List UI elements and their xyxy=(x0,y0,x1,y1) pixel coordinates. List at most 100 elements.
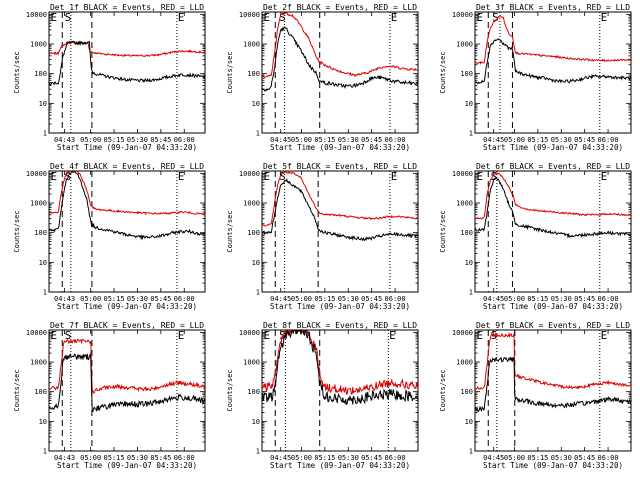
y-tick-label: 10000 xyxy=(239,170,260,178)
series-black-line xyxy=(262,177,418,242)
event-annotation: S xyxy=(279,11,286,24)
series-black-line xyxy=(475,356,631,413)
x-tick-label: 06:00 xyxy=(174,295,195,303)
y-tick-label: 100 xyxy=(34,70,47,78)
x-tick-label: 05:15 xyxy=(527,295,548,303)
chart-title: Det 5f BLACK = Events, RED = LLD xyxy=(263,162,417,171)
x-axis-label: Start Time (09-Jan-07 04:33:20) xyxy=(483,143,623,152)
chart-title: Det 1f BLACK = Events, RED = LLD xyxy=(50,3,204,12)
y-tick-label: 1 xyxy=(469,448,473,456)
y-axis-label: Counts/sec xyxy=(226,369,234,411)
marker-lines xyxy=(61,12,178,133)
x-tick-label: 06:00 xyxy=(385,454,406,462)
series-group xyxy=(49,40,205,86)
y-tick-label: 10 xyxy=(39,100,47,108)
chart-panel-9: Det 9f BLACK = Events, RED = LLD 1 10 100 10… xyxy=(439,321,632,470)
x-tick-label: 04:43 xyxy=(54,454,75,462)
x-tick-label: 05:30 xyxy=(551,295,572,303)
y-tick-label: 1000 xyxy=(456,200,473,208)
y-tick-label: 10 xyxy=(465,100,473,108)
event-annotation: E xyxy=(178,170,185,183)
x-tick-label: 05:30 xyxy=(551,454,572,462)
x-tick-label: 05:00 xyxy=(504,454,525,462)
x-tick-label: 05:00 xyxy=(80,454,101,462)
series-group xyxy=(475,172,631,239)
event-annotation: E xyxy=(264,329,271,342)
event-annotation: S xyxy=(65,329,72,342)
marker-lines xyxy=(487,330,601,451)
x-tick-label: 05:15 xyxy=(104,136,125,144)
y-tick-label: 100 xyxy=(247,70,260,78)
event-annotation: E xyxy=(477,170,484,183)
marker-lines xyxy=(61,330,178,451)
y-tick-label: 10000 xyxy=(26,170,47,178)
x-tick-label: 06:00 xyxy=(174,454,195,462)
x-tick-label: 05:00 xyxy=(291,136,312,144)
y-tick-label: 1 xyxy=(469,289,473,297)
event-annotation: E xyxy=(178,329,185,342)
chart-title: Det 9f BLACK = Events, RED = LLD xyxy=(476,321,630,330)
y-tick-label: 1 xyxy=(256,289,260,297)
event-annotation: S xyxy=(279,170,286,183)
chart-panel-7: Det 7f BLACK = Events, RED = LLD 1 10 100 10… xyxy=(13,321,206,470)
chart-panel-2: Det 2f BLACK = Events, RED = LLD 1 10 100 10… xyxy=(226,3,419,152)
x-tick-label: 05:00 xyxy=(80,295,101,303)
x-tick-label: 04:45 xyxy=(483,454,504,462)
x-tick-label: 05:15 xyxy=(527,136,548,144)
event-annotation: E xyxy=(477,11,484,24)
x-tick-label: 05:45 xyxy=(574,454,595,462)
series-black-line xyxy=(49,40,205,86)
y-axis-label: Counts/sec xyxy=(13,210,21,252)
y-axis-label: Counts/sec xyxy=(439,369,447,411)
x-tick-label: 05:00 xyxy=(504,295,525,303)
y-tick-label: 1000 xyxy=(243,200,260,208)
y-tick-label: 10000 xyxy=(26,11,47,19)
series-group xyxy=(49,338,205,413)
y-tick-label: 1000 xyxy=(30,359,47,367)
x-tick-label: 05:15 xyxy=(314,295,335,303)
y-tick-label: 100 xyxy=(460,70,473,78)
event-annotation: E xyxy=(178,11,185,24)
event-annotation: E xyxy=(51,11,58,24)
x-tick-label: 05:00 xyxy=(291,295,312,303)
x-axis-label: Start Time (09-Jan-07 04:33:20) xyxy=(483,461,623,470)
x-tick-label: 05:30 xyxy=(551,136,572,144)
marker-lines xyxy=(61,171,178,292)
y-axis-label: Counts/sec xyxy=(13,369,21,411)
marker-lines xyxy=(274,12,391,133)
y-axis-label: Counts/sec xyxy=(13,51,21,93)
x-tick-label: 06:00 xyxy=(174,136,195,144)
y-tick-label: 1000 xyxy=(30,41,47,49)
plot-frame xyxy=(261,329,419,452)
event-annotation: E xyxy=(601,11,608,24)
event-annotation: S xyxy=(279,329,286,342)
y-tick-label: 10 xyxy=(39,259,47,267)
y-tick-label: 10000 xyxy=(452,329,473,337)
event-annotation: E xyxy=(601,170,608,183)
y-tick-label: 10000 xyxy=(239,11,260,19)
series-black-line xyxy=(475,38,631,85)
event-annotation: E xyxy=(51,329,58,342)
x-tick-label: 05:45 xyxy=(574,295,595,303)
marker-lines xyxy=(487,171,601,292)
x-tick-label: 04:43 xyxy=(54,295,75,303)
series-red-line xyxy=(475,172,631,220)
x-tick-label: 04:45 xyxy=(270,136,291,144)
chart-panel-8: Det 8f BLACK = Events, RED = LLD 1 10 100 10… xyxy=(226,321,419,470)
event-annotation: E xyxy=(264,170,271,183)
series-group xyxy=(49,171,205,241)
series-group xyxy=(262,330,418,405)
x-tick-label: 06:00 xyxy=(385,136,406,144)
event-annotation: S xyxy=(65,11,72,24)
x-tick-label: 06:00 xyxy=(385,295,406,303)
y-axis-label: Counts/sec xyxy=(226,210,234,252)
event-annotation: E xyxy=(477,329,484,342)
x-tick-label: 05:00 xyxy=(80,136,101,144)
event-annotation: E xyxy=(391,11,398,24)
event-annotation: E xyxy=(601,329,608,342)
x-tick-label: 05:30 xyxy=(127,295,148,303)
event-annotation: E xyxy=(391,170,398,183)
plot-frame xyxy=(474,170,632,293)
x-tick-label: 06:00 xyxy=(598,295,619,303)
